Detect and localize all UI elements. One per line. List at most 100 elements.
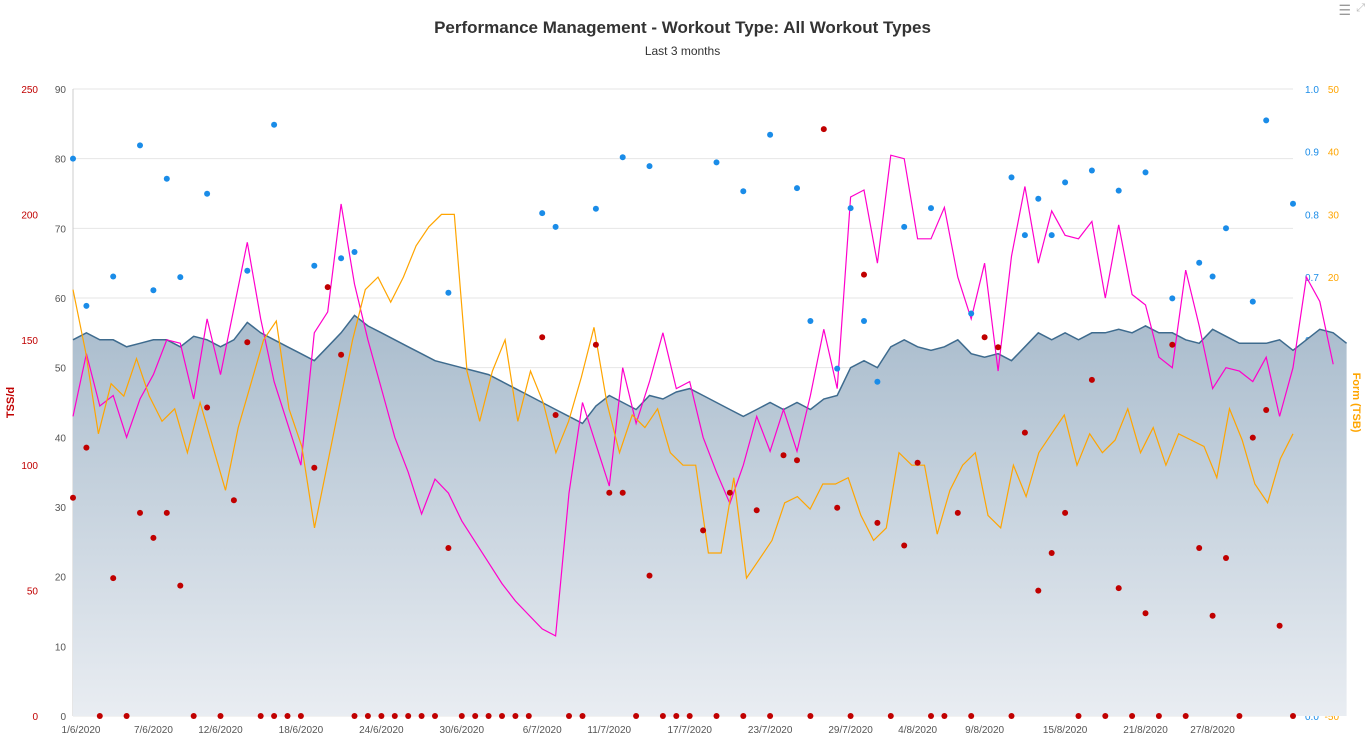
if-tick-label: 0.7 [1305, 273, 1319, 284]
tss-point [807, 713, 814, 719]
if-point [83, 302, 90, 309]
if-point [1223, 225, 1229, 232]
tss-point [686, 713, 693, 719]
x-tick-label: 11/7/2020 [587, 725, 631, 736]
tss-point [123, 713, 130, 719]
if-point [740, 188, 747, 195]
tss-point [271, 713, 278, 719]
tss-point [847, 713, 854, 719]
tss-axis-title: TSS/d [5, 387, 17, 418]
tss-point [780, 452, 787, 459]
tss-point [767, 713, 774, 719]
tss-point [485, 713, 492, 719]
tss-point [834, 504, 841, 511]
tss-point [633, 713, 640, 719]
tss-point [83, 444, 90, 451]
tss-tick-label: 0 [32, 712, 38, 723]
ctl-tick-label: 40 [55, 433, 67, 444]
if-point [311, 262, 318, 269]
tss-point [1008, 713, 1015, 719]
tss-point [1115, 585, 1122, 592]
tss-point [378, 713, 385, 719]
ctl-tick-label: 90 [55, 85, 67, 96]
tss-point [150, 534, 157, 541]
if-point [1008, 174, 1015, 181]
tss-point [1075, 713, 1082, 719]
tss-tick-label: 250 [21, 85, 38, 96]
tss-point [592, 341, 599, 348]
x-tick-label: 23/7/2020 [748, 725, 793, 736]
if-point [70, 155, 76, 162]
tss-point [726, 489, 733, 496]
if-point [1048, 232, 1055, 239]
tss-point [391, 713, 398, 719]
tss-point [753, 507, 760, 514]
if-point [807, 318, 814, 324]
if-point [177, 274, 184, 281]
if-tick-label: 1.0 [1305, 85, 1319, 96]
if-point [163, 175, 170, 182]
ctl-tick-label: 50 [55, 364, 67, 375]
tss-point [673, 713, 680, 719]
tss-point [96, 713, 103, 719]
if-point [271, 121, 278, 128]
if-point [1196, 259, 1203, 266]
if-point [767, 131, 774, 138]
tss-point [364, 713, 371, 719]
tss-point [941, 713, 948, 719]
tss-point [954, 509, 961, 516]
if-point [338, 255, 345, 262]
tss-point [981, 334, 988, 341]
form-tick-label: 30 [1328, 210, 1340, 221]
form-tick-label: 20 [1328, 273, 1340, 284]
tss-point [499, 713, 505, 719]
form-tick-label: 50 [1328, 85, 1340, 96]
fitness-line [72, 314, 1348, 425]
tss-point [794, 457, 800, 464]
tss-point [244, 339, 251, 346]
tss-point [472, 713, 479, 719]
form-line [72, 213, 1294, 580]
if-point [874, 378, 881, 385]
fatigue-line [72, 154, 1334, 637]
x-tick-label: 15/8/2020 [1043, 725, 1088, 736]
ctl-tick-label: 60 [55, 294, 67, 305]
tss-point [1290, 713, 1296, 719]
if-point [901, 223, 908, 230]
tss-point [861, 271, 867, 278]
tss-point [874, 519, 881, 526]
if-tick-label: 0.0 [1305, 712, 1319, 723]
tss-point [137, 509, 143, 516]
ctl-tick-label: 70 [55, 224, 67, 235]
x-tick-label: 9/8/2020 [965, 725, 1004, 736]
if-point [1115, 187, 1122, 194]
tss-tick-label: 100 [21, 461, 38, 472]
ctl-tick-label: 80 [55, 155, 67, 166]
x-tick-label: 17/7/2020 [667, 725, 712, 736]
tss-point [1021, 429, 1028, 436]
ctl-tick-label: 20 [55, 573, 67, 584]
tss-point [713, 713, 720, 719]
if-tick-label: 0.9 [1305, 148, 1319, 159]
if-point [150, 287, 157, 294]
tss-point [230, 497, 237, 504]
tss-point [512, 713, 519, 719]
x-tick-label: 21/8/2020 [1123, 725, 1168, 736]
if-point [244, 267, 251, 274]
tss-point [432, 713, 438, 719]
tss-point [740, 713, 747, 719]
if-tick-label: 0.8 [1305, 210, 1319, 221]
if-point [713, 159, 720, 166]
x-tick-label: 18/6/2020 [279, 725, 324, 736]
tss-point [177, 582, 184, 589]
if-point [445, 289, 452, 296]
tss-point [1223, 555, 1229, 561]
ctl-tick-label: 0 [60, 712, 66, 723]
tss-point [1276, 622, 1283, 629]
tss-point [311, 464, 318, 471]
menu-icon[interactable]: ☰ [1338, 2, 1351, 18]
expand-icon[interactable]: ⤢ [1356, 2, 1365, 14]
tss-tick-label: 200 [21, 210, 38, 221]
chart-title: Performance Management - Workout Type: A… [434, 18, 931, 37]
